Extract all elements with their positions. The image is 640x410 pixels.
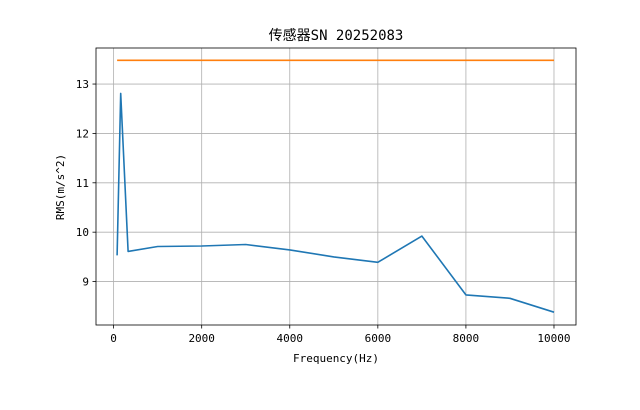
x-tick-label: 8000 xyxy=(453,332,480,345)
y-tick-label: 11 xyxy=(76,177,89,190)
x-tick-label: 4000 xyxy=(277,332,304,345)
x-tick-label: 6000 xyxy=(365,332,392,345)
y-axis-label: RMS(m/s^2) xyxy=(54,154,67,220)
y-tick-label: 10 xyxy=(76,226,89,239)
ticks: 0 2000 4000 6000 8000 10000 9 10 11 12 13 xyxy=(76,78,571,345)
axes-frame xyxy=(95,47,577,326)
y-tick-label: 12 xyxy=(76,127,89,140)
y-tick-label: 13 xyxy=(76,78,89,91)
series-line-1 xyxy=(116,92,555,313)
x-tick-label: 10000 xyxy=(537,332,570,345)
x-tick-label: 2000 xyxy=(188,332,215,345)
x-axis-label: Frequency(Hz) xyxy=(293,352,379,365)
grid xyxy=(96,48,576,325)
series-lines xyxy=(116,59,555,313)
y-tick-label: 9 xyxy=(82,276,89,289)
x-tick-label: 0 xyxy=(110,332,117,345)
chart-title: 传感器SN 20252083 xyxy=(269,27,404,44)
